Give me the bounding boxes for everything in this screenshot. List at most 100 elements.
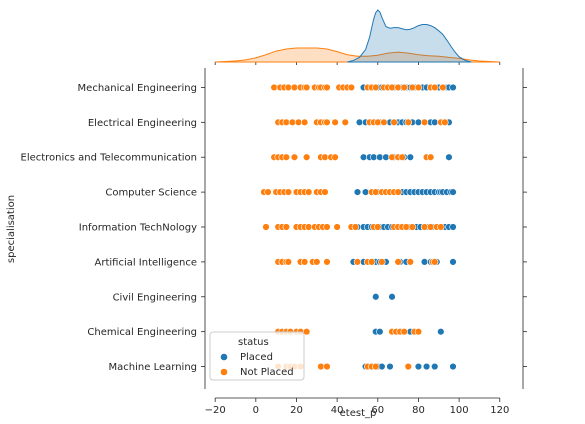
point-not-placed [353,258,362,266]
point-not-placed [374,223,382,231]
point-not-placed [262,223,270,231]
point-not-placed [400,83,408,92]
point-not-placed [323,118,331,127]
y-tick-label: Chemical Engineering [87,327,197,338]
point-not-placed [282,153,291,161]
point-not-placed [374,118,382,127]
legend-frame [209,331,305,381]
point-placed [353,188,362,196]
point-placed [422,362,431,371]
y-tick-label: Mechanical Engineering [78,83,197,94]
point-not-placed [408,83,417,92]
point-not-placed [302,83,311,92]
main-axes: −20 0 20 40 60 80 100 120 Mechanical Engineering… [21,68,527,416]
point-placed [449,362,457,371]
point-not-placed [394,258,402,266]
legend-title: status [238,337,269,348]
point-not-placed [294,118,303,127]
point-not-placed [290,153,299,161]
point-placed [388,293,396,301]
x-tick-label: 20 [290,405,303,416]
point-not-placed [378,258,386,266]
point-placed [437,327,445,336]
x-axis-label: etest_p [340,408,377,419]
point-not-placed [317,362,325,371]
point-not-placed [426,223,435,231]
point-placed [406,153,415,161]
y-tick-label: Electrical Engineering [88,118,197,129]
point-not-placed [439,83,447,92]
point-not-placed [270,83,278,92]
y-tick-label: Electronics and Telecommunication [21,153,198,164]
point-placed [376,327,384,336]
point-placed [386,362,394,371]
point-placed [420,258,429,266]
y-tick-label: Artificial Intelligence [95,257,198,268]
point-not-placed [388,83,396,92]
point-placed [414,362,423,371]
point-placed [449,223,457,231]
point-not-placed [284,258,293,266]
point-not-placed [437,223,445,231]
point-placed [414,118,423,127]
y-tick-label: Information TechNology [79,223,197,234]
point-not-placed [300,258,309,266]
point-not-placed [331,153,339,161]
point-not-placed [402,223,410,231]
point-not-placed [341,118,349,127]
legend-marker-placed [220,353,228,361]
point-not-placed [321,153,329,161]
x-tick-label: 120 [490,405,509,416]
x-tick-label: 40 [331,405,344,416]
point-not-placed [380,118,388,127]
point-placed [376,153,384,161]
x-tick-label: 100 [450,405,469,416]
y-tick-label: Civil Engineering [113,292,197,303]
point-not-placed [323,362,331,371]
marginal-kde-panel [214,9,501,65]
point-not-placed [323,83,331,92]
point-not-placed [333,223,341,231]
point-not-placed [390,118,398,127]
point-not-placed [394,188,402,196]
legend-marker-not-placed [220,368,228,376]
point-not-placed [282,223,291,231]
scatter-points [260,83,457,371]
point-placed [359,153,368,161]
point-not-placed [300,118,309,127]
point-not-placed [290,83,299,92]
point-placed [449,258,457,266]
point-not-placed [404,118,412,127]
kde-curve-placed [347,9,472,63]
point-not-placed [431,258,439,266]
point-not-placed [323,258,331,266]
point-not-placed [347,83,356,92]
point-not-placed [302,153,311,161]
point-not-placed [321,188,329,196]
point-not-placed [372,188,380,196]
kde-curve-not-placed [215,47,500,63]
point-not-placed [284,188,293,196]
point-not-placed [426,153,435,161]
point-not-placed [331,118,339,127]
point-not-placed [284,83,293,92]
point-not-placed [372,362,380,371]
point-placed [449,188,457,196]
point-placed [431,362,439,371]
x-tick-label: 0 [253,405,259,416]
point-not-placed [388,153,396,161]
point-not-placed [441,118,449,127]
point-not-placed [351,223,360,231]
legend: status Placed Not Placed [209,331,305,381]
point-not-placed [368,258,376,266]
legend-label-not-placed: Not Placed [240,367,294,378]
point-not-placed [398,153,406,161]
point-not-placed [414,327,423,336]
point-not-placed [404,362,412,371]
point-not-placed [414,83,423,92]
point-not-placed [313,258,321,266]
point-not-placed [408,223,417,231]
x-tick-label: 60 [371,405,384,416]
point-not-placed [288,118,297,127]
y-tick-label: Machine Learning [109,362,197,373]
